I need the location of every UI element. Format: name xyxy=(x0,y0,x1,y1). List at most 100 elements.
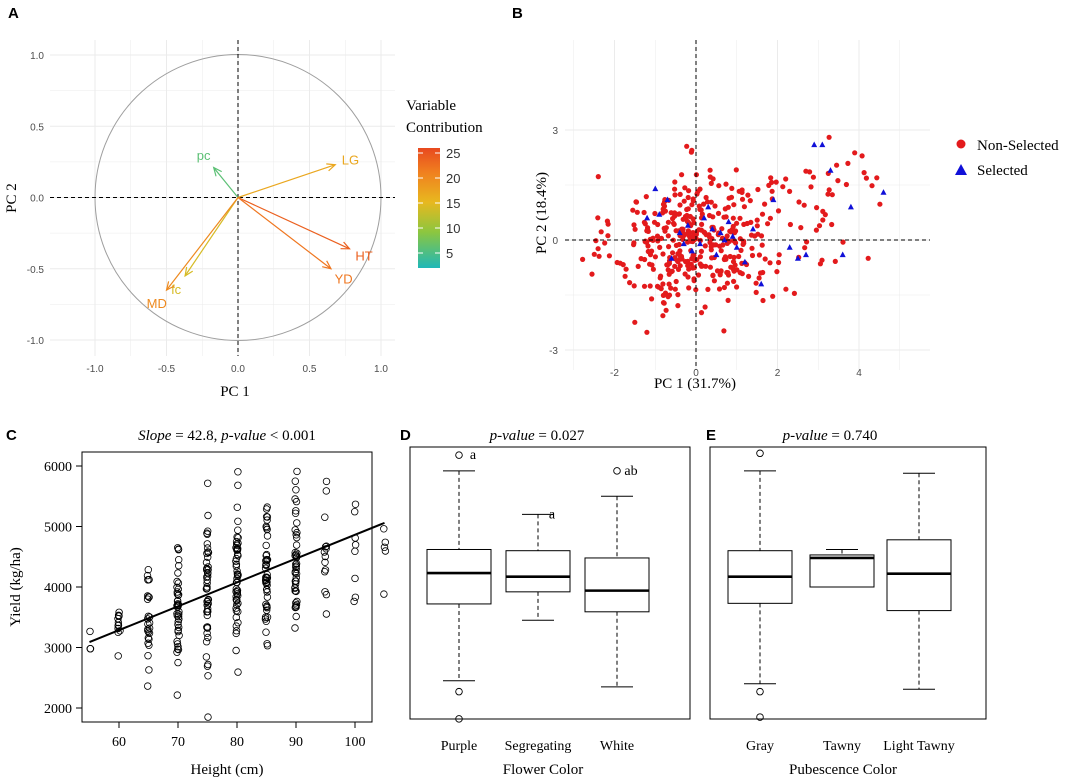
point-non-selected xyxy=(816,223,823,229)
panel-c-y-tick: 5000 xyxy=(44,521,72,536)
point-non-selected xyxy=(820,217,826,223)
point-yield xyxy=(291,477,299,485)
contribution-colorbar xyxy=(418,148,440,268)
panel-label-e: E xyxy=(706,427,716,444)
point-selected xyxy=(644,214,651,221)
point-non-selected xyxy=(810,174,817,180)
point-non-selected xyxy=(712,203,718,209)
point-non-selected xyxy=(767,215,774,221)
point-non-selected xyxy=(755,186,761,193)
point-yield xyxy=(234,599,242,608)
point-non-selected xyxy=(681,198,687,204)
point-yield xyxy=(234,668,242,676)
point-non-selected xyxy=(721,284,728,291)
point-selected xyxy=(717,229,724,236)
point-non-selected xyxy=(698,207,704,213)
arrow-label-md: MD xyxy=(147,296,167,311)
point-yield xyxy=(143,571,152,580)
point-yield xyxy=(204,713,212,721)
point-yield xyxy=(262,561,270,569)
point-yield xyxy=(233,546,242,554)
point-selected xyxy=(786,244,793,250)
point-non-selected xyxy=(672,179,678,185)
point-non-selected xyxy=(749,245,755,251)
point-non-selected xyxy=(595,246,601,252)
arrowhead-yd xyxy=(322,260,333,270)
point-non-selected xyxy=(641,209,647,216)
point-non-selected xyxy=(776,259,782,266)
point-selected xyxy=(656,211,663,217)
panel-c-x-tick: 60 xyxy=(112,735,126,750)
point-non-selected xyxy=(762,256,768,262)
point-selected xyxy=(668,255,675,261)
panel-e-title: p-value = 0.740 xyxy=(782,428,878,444)
point-yield xyxy=(263,640,271,648)
point-yield xyxy=(204,660,212,669)
point-non-selected xyxy=(641,283,648,289)
point-yield xyxy=(203,564,211,573)
panel-b-y-tick: 0 xyxy=(552,236,558,247)
point-yield xyxy=(234,571,242,579)
point-non-selected xyxy=(796,199,802,205)
point-yield xyxy=(204,548,212,556)
point-yield xyxy=(292,560,300,569)
point-non-selected xyxy=(691,220,697,226)
panel-a-x-tick: 1.0 xyxy=(374,364,388,375)
point-non-selected xyxy=(757,270,764,276)
point-non-selected xyxy=(744,220,750,227)
arrowhead-ht xyxy=(340,241,351,250)
point-yield xyxy=(145,624,154,632)
point-non-selected xyxy=(745,192,751,198)
point-non-selected xyxy=(804,239,810,245)
point-non-selected xyxy=(695,272,702,278)
point-non-selected xyxy=(698,248,705,254)
panel-c-p-label: p-value xyxy=(220,428,266,444)
point-yield xyxy=(175,615,183,623)
point-non-selected xyxy=(689,202,695,208)
point-yield xyxy=(145,666,153,674)
point-non-selected xyxy=(672,212,678,218)
point-non-selected xyxy=(707,264,714,270)
point-non-selected xyxy=(748,232,755,238)
point-non-selected xyxy=(747,198,753,204)
point-non-selected xyxy=(769,188,775,194)
point-yield xyxy=(291,584,299,592)
point-non-selected xyxy=(622,273,628,279)
panel-d-outlier xyxy=(455,451,463,459)
panel-e-box xyxy=(809,554,875,588)
point-yield xyxy=(234,517,242,525)
point-yield xyxy=(232,562,240,570)
panel-d-title: p-value = 0.027 xyxy=(489,428,585,444)
point-yield xyxy=(233,586,242,595)
point-yield xyxy=(292,559,301,568)
point-yield xyxy=(351,541,360,549)
point-non-selected xyxy=(708,180,714,186)
point-selected xyxy=(794,255,801,261)
point-non-selected xyxy=(644,228,650,234)
point-yield xyxy=(263,556,272,564)
panel-e-outlier xyxy=(756,687,764,696)
colorbar-tick-label: 10 xyxy=(446,221,460,236)
legend-nonselected-label: Non-Selected xyxy=(977,138,1059,154)
arrow-label-yd: YD xyxy=(335,271,353,286)
point-non-selected xyxy=(716,183,722,189)
point-non-selected xyxy=(632,319,638,325)
point-yield xyxy=(203,583,211,591)
point-yield xyxy=(173,544,182,552)
point-non-selected xyxy=(722,206,728,212)
point-yield xyxy=(262,522,270,531)
point-non-selected xyxy=(732,230,738,236)
arrow-lg xyxy=(237,164,336,199)
point-yield xyxy=(233,592,242,600)
point-non-selected xyxy=(672,263,678,269)
arrowhead-lg xyxy=(326,163,337,172)
point-non-selected xyxy=(691,278,697,284)
panel-b-y-tick: 3 xyxy=(552,126,558,137)
point-selected xyxy=(725,218,732,225)
point-yield xyxy=(293,467,301,476)
point-non-selected xyxy=(672,286,678,292)
point-yield xyxy=(380,543,389,551)
point-yield xyxy=(232,646,240,655)
point-non-selected xyxy=(654,283,661,289)
point-non-selected xyxy=(829,221,835,228)
